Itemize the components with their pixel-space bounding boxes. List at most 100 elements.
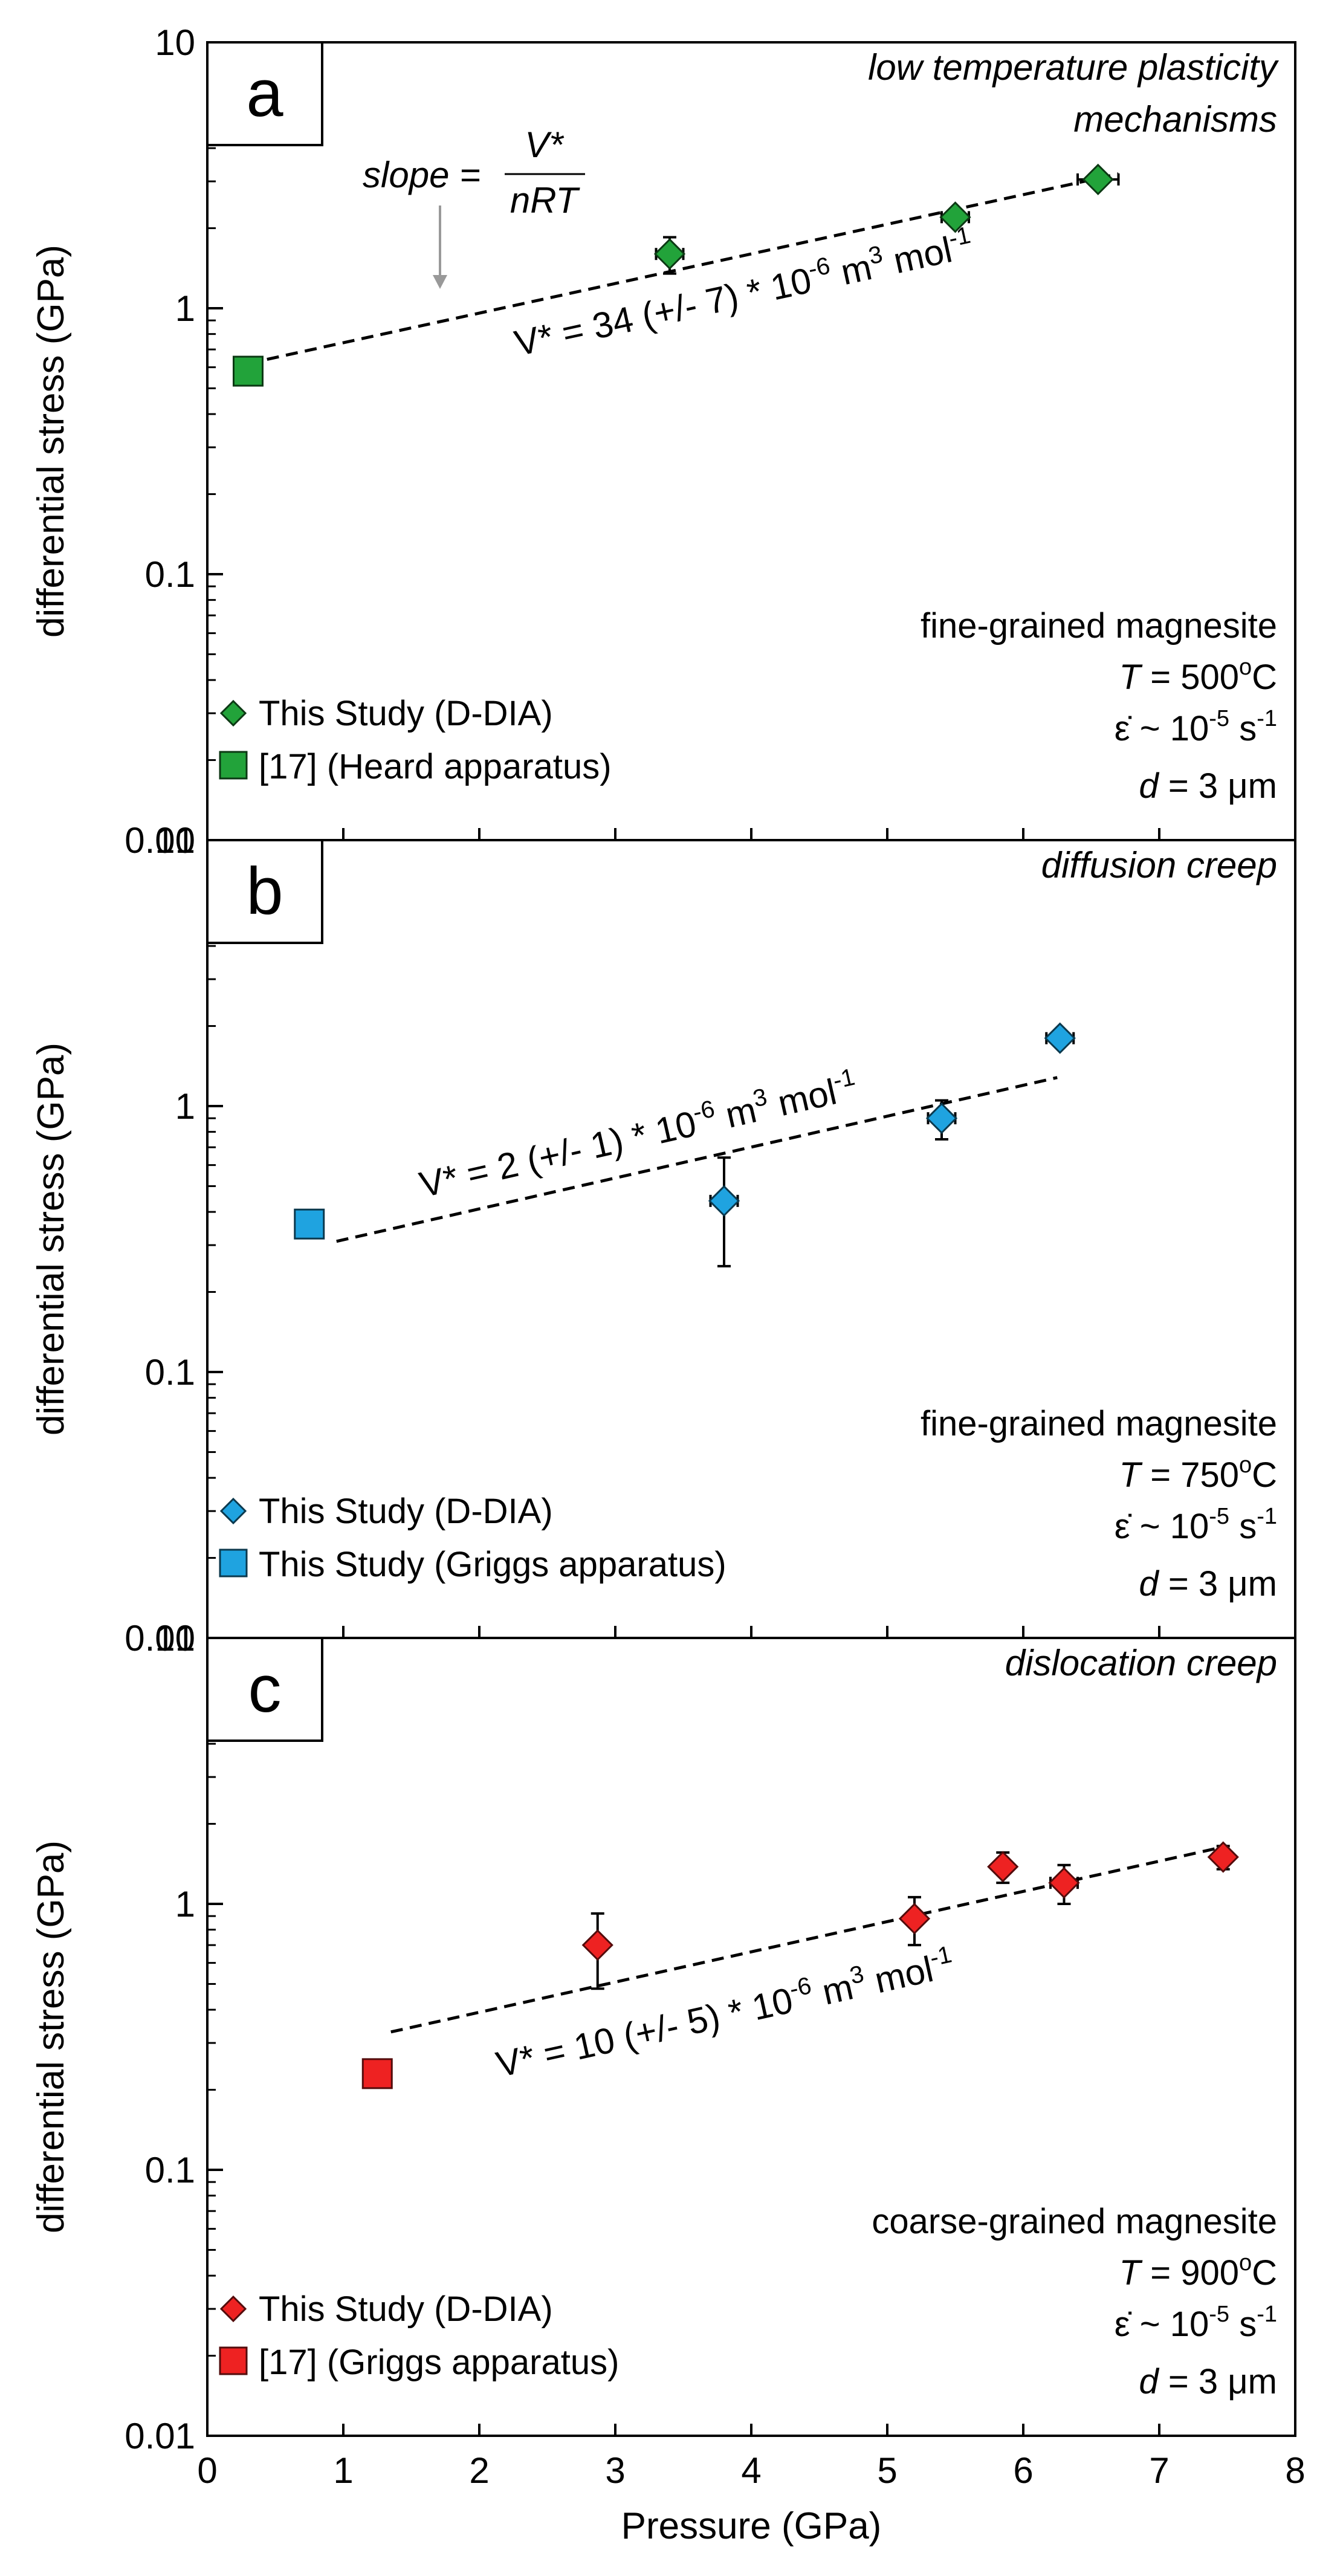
y-tick-label: 0.1 [145,1352,195,1393]
mechanism-title: diffusion creep [1041,845,1277,885]
diamond-marker [1044,1022,1076,1054]
diamond-marker [1207,1841,1239,1873]
diamond-marker [653,238,686,270]
panel-label: c [248,1652,282,1726]
legend-item: This Study (D-DIA) [219,1492,553,1531]
fit-equation: V* = 34 (+/- 7) * 10-6 m3 mol-1 [510,222,976,364]
data-point-diamond [939,201,971,233]
data-point-diamond [708,1156,740,1267]
grain-size-label: d = 3 μm [1139,2362,1277,2401]
strain-rate-label: ε̇ ~ 10-5 s-1 [1115,1504,1277,1546]
legend-square-icon [219,2346,248,2375]
legend-item: This Study (D-DIA) [219,2290,553,2329]
y-tick-label: 10 [155,820,195,861]
material-label: fine-grained magnesite [921,606,1277,646]
y-axis-label: differential stress (GPa) [30,1840,72,2233]
data-point-square [361,2058,393,2089]
panel-label-box [206,1637,323,1742]
x-axis: 0 1 2 3 4 5 6 7 8 Pressure (GPa) [197,2450,1305,2547]
slope-numerator: V* [525,125,564,165]
temperature-label: T = 750oC [1119,1452,1277,1495]
data-point-diamond [1048,1863,1080,1905]
fit-equation: V* = 2 (+/- 1) * 10-6 m3 mol-1 [415,1064,861,1205]
x-tick-label: 6 [1013,2450,1033,2491]
x-tick-label: 4 [741,2450,761,2491]
data-point-diamond [987,1851,1019,1885]
slope-arrow-head [433,275,447,289]
slope-denominator: nRT [510,180,581,221]
data-point-square [233,355,264,387]
data-point-diamond [1044,1022,1076,1054]
legend-item: This Study (D-DIA) [219,694,553,733]
diamond-marker [987,1851,1019,1883]
y-tick-label: 0.1 [145,2150,195,2190]
slope-lhs: slope = [363,155,481,195]
temperature-label: T = 500oC [1119,655,1277,697]
panel-label-box [206,839,323,944]
diamond-marker [1048,1867,1080,1899]
data-point-diamond [898,1895,931,1947]
y-axis-label: differential stress (GPa) [30,1043,72,1435]
grain-size-label: d = 3 μm [1139,766,1277,806]
x-axis-label: Pressure (GPa) [621,2505,882,2547]
panel-c: 0.01 0.1 1 10 differential stress (GPa) c disl… [30,1618,1296,2456]
y-tick-label: 1 [175,1884,195,1924]
data-point-square [294,1208,325,1240]
x-tick-label: 8 [1285,2450,1305,2491]
material-label: fine-grained magnesite [921,1404,1277,1443]
x-tick-label: 2 [469,2450,489,2491]
data-point-diamond [653,236,686,275]
diamond-marker [708,1185,740,1217]
x-tick-label: 3 [605,2450,625,2491]
diamond-marker [925,1102,958,1134]
diamond-marker [581,1929,613,1961]
legend-item: [17] (Heard apparatus) [219,747,612,786]
data-point-diamond [581,1912,613,1990]
legend-label: This Study (Griggs apparatus) [259,1545,726,1584]
data-point-diamond [1207,1841,1239,1873]
y-tick-label: 10 [155,22,195,63]
y-tick-label: 1 [175,1086,195,1127]
grain-size-label: d = 3 μm [1139,1564,1277,1604]
legend-diamond-icon [219,2295,247,2323]
legend-label: This Study (D-DIA) [259,2290,553,2329]
panel-label: b [246,854,283,928]
data-point-diamond [925,1099,958,1141]
diamond-marker [1082,163,1114,196]
x-tick-label: 5 [877,2450,897,2491]
panel-a: 0.01 0.1 1 10 differential stress (GPa) a low … [30,22,1296,861]
diamond-marker [898,1903,931,1935]
fit-equation: V* = 10 (+/- 5) * 10-6 m3 mol-1 [492,1941,958,2085]
strain-rate-label: ε̇ ~ 10-5 s-1 [1115,2302,1277,2344]
slope-annotation: slope = V* nRT [363,125,585,289]
fit-line [390,1844,1228,2034]
y-tick-label: 0.01 [125,820,195,861]
y-tick-label: 0.01 [125,2416,195,2456]
legend-label: This Study (D-DIA) [259,694,553,733]
y-tick-label: 1 [175,288,195,329]
material-label: coarse-grained magnesite [872,2202,1277,2241]
legend-label: This Study (D-DIA) [259,1492,553,1531]
y-tick-label: 0.01 [125,1618,195,1659]
diamond-marker [939,201,971,233]
square-marker [361,2058,393,2089]
legend-item: This Study (Griggs apparatus) [219,1545,726,1584]
legend-square-icon [219,1549,248,1578]
mechanism-title: dislocation creep [1005,1643,1277,1683]
fit-line [336,1076,1058,1243]
x-tick-label: 7 [1149,2450,1169,2491]
temperature-label: T = 900oC [1119,2250,1277,2293]
y-axis-label: differential stress (GPa) [30,245,72,638]
legend-square-icon [219,751,248,780]
panel-label-box [206,41,323,146]
fit-line [247,172,1119,365]
mechanism-title: mechanisms [1073,99,1277,140]
square-marker [233,355,264,387]
legend-item: [17] (Griggs apparatus) [219,2343,619,2382]
data-point-diamond [1076,163,1120,196]
legend-diamond-icon [219,1497,247,1525]
panel-b: 0.01 0.1 1 10 differential stress (GPa) b diff… [30,820,1296,1659]
square-marker [294,1208,325,1240]
legend-diamond-icon [219,699,247,727]
